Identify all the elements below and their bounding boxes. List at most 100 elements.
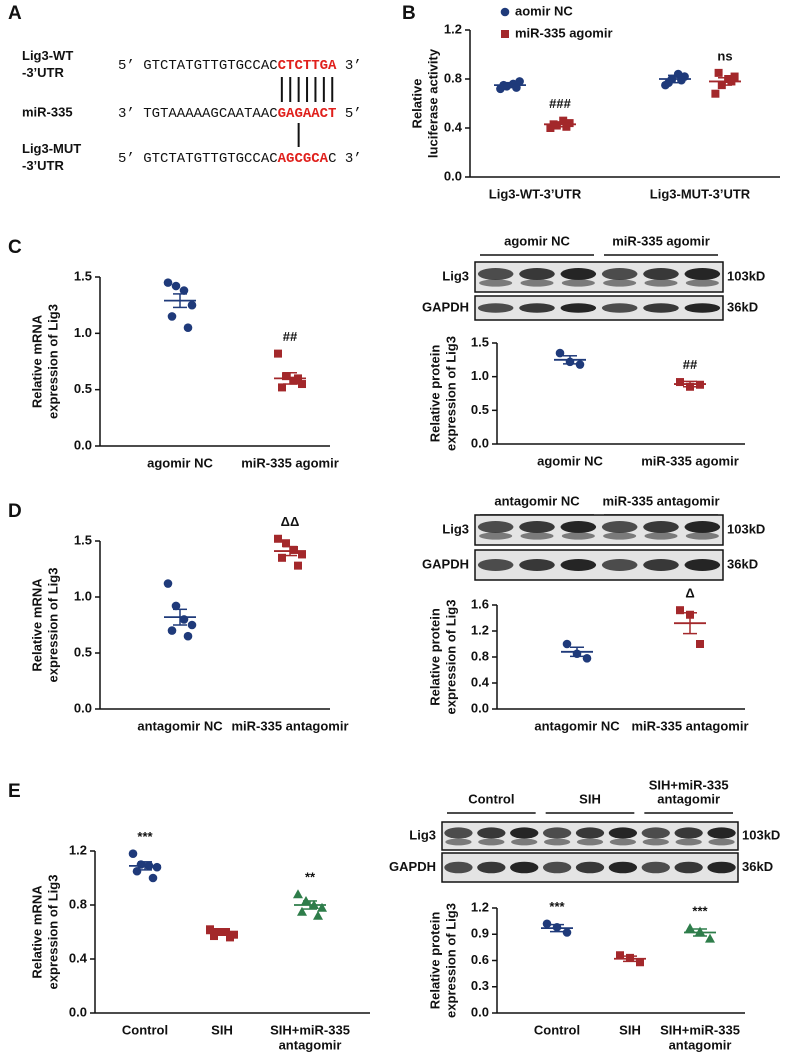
x-tick-label: SIH+miR-335 [270, 1022, 350, 1037]
panel-label: A [8, 3, 22, 24]
x-tick-label: antagomir [279, 1037, 342, 1052]
x-tick-label: SIH+miR-335 [660, 1022, 740, 1037]
data-point [282, 372, 290, 381]
data-point [206, 925, 214, 934]
blot-band [560, 303, 597, 313]
y-axis-label: Relative mRNA [29, 578, 44, 672]
blot-group-label: antagomir [657, 791, 720, 806]
blot-band [608, 861, 638, 874]
blot-band [511, 838, 538, 846]
y-axis-label: expression of Lig3 [443, 600, 458, 715]
blot-band [561, 279, 595, 287]
blot-band [479, 532, 513, 540]
y-axis-label: Relative [409, 79, 424, 129]
data-point [636, 958, 644, 967]
sequence-site: AGCGCA [278, 151, 329, 167]
blot-band [519, 521, 555, 533]
data-point [179, 286, 189, 295]
y-tick-label: 0.8 [69, 896, 87, 911]
data-point [274, 349, 282, 358]
blot-band [477, 559, 514, 571]
blot-row-label: Lig3 [409, 827, 436, 842]
y-axis-label: luciferase activity [425, 48, 440, 158]
blot-band [444, 827, 473, 839]
y-tick-label: 0.0 [471, 700, 489, 715]
y-tick-label: 1.6 [471, 596, 489, 611]
data-point [171, 601, 181, 611]
y-tick-label: 0.5 [74, 644, 92, 659]
y-tick-label: 0.3 [471, 978, 489, 993]
legend-marker [501, 30, 509, 38]
blot-band [643, 559, 679, 571]
blot-band [560, 521, 597, 533]
blot-band [520, 532, 554, 540]
significance-label: *** [549, 899, 565, 914]
blot-band [603, 279, 637, 287]
significance-label: *** [692, 904, 708, 919]
blot-band [601, 521, 638, 533]
blot-row-label: GAPDH [422, 556, 469, 571]
blot-band [675, 838, 702, 846]
y-tick-label: 0.6 [471, 952, 489, 967]
sequence-part: 5’ GTCTATGTTGTGCCAC [118, 58, 278, 74]
sequence-label: Lig3-MUT [22, 141, 81, 156]
data-point [616, 951, 624, 960]
x-tick-label: agomir NC [147, 455, 213, 470]
x-tick-label: Control [534, 1022, 580, 1037]
data-point [278, 553, 286, 562]
x-tick-label: miR-335 agomir [241, 455, 339, 470]
blot-row-label: Lig3 [442, 521, 469, 536]
data-point [685, 923, 695, 933]
panel-label: B [402, 3, 416, 24]
data-point [298, 550, 306, 559]
sequence-label: -3’UTR [22, 158, 65, 173]
y-tick-label: 1.2 [444, 21, 462, 36]
data-point [562, 928, 572, 937]
blot-band [674, 861, 703, 874]
blot-band [510, 827, 539, 839]
y-tick-label: 0.0 [74, 437, 92, 452]
blot-band [542, 827, 572, 839]
blot-group-label: antagomir NC [494, 493, 580, 508]
data-point [171, 281, 181, 291]
panel-label: D [8, 501, 22, 522]
data-point [559, 116, 568, 125]
blot-band [601, 268, 638, 280]
blot-band [707, 861, 736, 874]
blot-frame [474, 295, 724, 321]
y-tick-label: 0.8 [471, 648, 489, 663]
data-point [183, 631, 193, 641]
data-point [167, 626, 177, 635]
x-tick-label: agomir NC [537, 453, 603, 468]
blot-band [684, 559, 721, 571]
y-tick-label: 1.2 [471, 622, 489, 637]
y-axis-label: Relative protein [427, 912, 442, 1010]
blot-band [560, 559, 597, 571]
data-point [187, 620, 197, 630]
data-point [163, 579, 173, 588]
sequence-site: CTCTTGA [278, 58, 337, 74]
sequence-label: -3’UTR [22, 65, 65, 80]
data-point [274, 534, 282, 543]
sequence-part: C 3’ [328, 151, 362, 167]
data-point [714, 68, 723, 77]
blot-band [643, 303, 679, 313]
sequence-label: miR-335 [22, 104, 73, 119]
blot-band [477, 268, 514, 280]
blot-band [674, 827, 703, 839]
blot-band [641, 861, 670, 874]
blot-band [445, 838, 472, 846]
significance-label: ## [683, 357, 698, 372]
x-tick-label: SIH [211, 1022, 233, 1037]
significance-label: ns [717, 48, 732, 63]
y-axis-label: expression of Lig3 [443, 903, 458, 1018]
significance-label: ### [549, 96, 571, 111]
y-tick-label: 1.0 [471, 368, 489, 383]
blot-band [478, 838, 505, 846]
data-point [582, 654, 592, 663]
blot-frame [474, 261, 724, 293]
y-tick-label: 0.5 [471, 402, 489, 417]
data-point [148, 873, 158, 883]
y-axis-label: expression of Lig3 [45, 304, 60, 419]
